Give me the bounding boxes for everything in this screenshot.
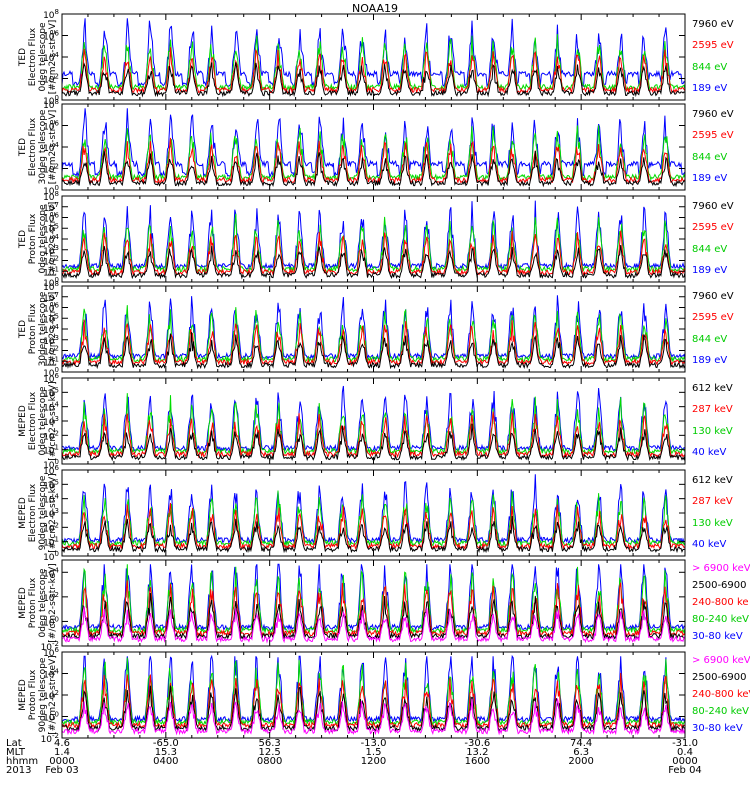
xaxis-date-0: Feb 03 — [45, 765, 79, 776]
xaxis-lat-4: -30.6 — [464, 738, 491, 749]
series-trace-5-0 — [61, 474, 686, 545]
xaxis-hhmm-5: 2000 — [568, 756, 594, 767]
legend-entry-2-1: 2595 eV — [692, 222, 734, 234]
legend-entry-1-1: 2595 eV — [692, 130, 734, 142]
series-trace-2-1 — [61, 213, 686, 274]
series-trace-4-2 — [61, 411, 686, 459]
legend-entry-4-1: 287 keV — [692, 404, 733, 416]
series-trace-0-3 — [61, 62, 686, 98]
series-trace-3-2 — [61, 319, 686, 367]
legend-entry-5-3: 40 keV — [692, 539, 727, 551]
legend-entry-6-1: 2500-6900 — [692, 579, 747, 591]
series-trace-0-1 — [61, 33, 686, 92]
legend-entry-4-3: 40 keV — [692, 447, 727, 459]
series-trace-3-0 — [61, 295, 686, 361]
legend-entry-4-0: 612 keV — [692, 382, 733, 394]
series-trace-1-0 — [61, 108, 686, 179]
panel-ylabel-0: TED Electron Flux 0deg telescope [#/cm2-… — [18, 19, 58, 95]
legend-entry-4-2: 130 keV — [692, 425, 733, 437]
legend-entry-2-0: 7960 eV — [692, 200, 734, 212]
legend-entry-3-2: 844 eV — [692, 333, 728, 345]
xaxis-hhmm-6: 0000 — [672, 756, 698, 767]
xaxis-lat-3: -13.0 — [360, 738, 387, 749]
series-trace-4-1 — [61, 393, 686, 456]
panel-ylabel-4: MEPED Electron Flux 0deg telescope [#/cm… — [18, 381, 58, 461]
legend-entry-1-2: 844 eV — [692, 151, 728, 163]
series-trace-4-3 — [61, 423, 686, 462]
xaxis-row-label-0: Lat — [6, 738, 22, 749]
xaxis-hhmm-4: 1600 — [464, 756, 491, 767]
xaxis-hhmm-1: 0400 — [153, 756, 179, 767]
legend-entry-6-0: > 6900 keV — [692, 562, 750, 574]
xaxis-hhmm-0: 0000 — [49, 756, 75, 767]
legend-entry-1-0: 7960 eV — [692, 108, 734, 120]
series-trace-6-0 — [61, 563, 686, 632]
legend-entry-0-1: 2595 eV — [692, 40, 734, 52]
xaxis-mlt-6: 0.4 — [677, 747, 693, 758]
legend-entry-3-1: 2595 eV — [692, 312, 734, 324]
xaxis-mlt-5: 6.3 — [573, 747, 590, 758]
xaxis-row-label-1: MLT — [6, 747, 25, 758]
series-trace-6-2 — [61, 580, 686, 638]
panel-ylabel-5: MEPED Electron Flux 90deg telescope [#/c… — [18, 473, 58, 553]
legend-entry-2-3: 189 eV — [692, 265, 728, 277]
legend-entry-6-4: 30-80 keV — [692, 631, 743, 643]
legend-entry-0-3: 189 eV — [692, 83, 728, 95]
legend-entry-7-1: 2500-6900 — [692, 671, 747, 683]
xaxis-date-6: Feb 04 — [668, 765, 702, 776]
legend-entry-1-3: 189 eV — [692, 173, 728, 185]
xaxis-lat-0: 4.6 — [54, 738, 70, 749]
series-trace-2-0 — [61, 200, 686, 271]
panel-ylabel-1: TED Electron Flux 30deg telescope [#/cm2… — [18, 109, 58, 185]
series-trace-0-0 — [61, 18, 686, 89]
xaxis-row-label-2: hhmm — [6, 756, 39, 767]
xaxis-lat-2: 56.3 — [258, 738, 281, 749]
legend-entry-3-3: 189 eV — [692, 355, 728, 367]
xaxis-mlt-4: 13.2 — [466, 747, 489, 758]
legend-entry-7-0: > 6900 keV — [692, 654, 750, 666]
legend-entry-0-0: 7960 eV — [692, 18, 734, 30]
xaxis-hhmm-2: 0800 — [256, 756, 283, 767]
legend-entry-6-3: 80-240 keV — [692, 614, 750, 626]
series-trace-5-3 — [61, 515, 686, 554]
xaxis-lat-5: 74.4 — [570, 738, 593, 749]
xaxis-mlt-0: 1.4 — [54, 747, 70, 758]
legend-entry-7-2: 240-800 keV — [692, 689, 750, 700]
panel-ylabel-3: TED Proton Flux 30deg telescope [#/cm2-s… — [18, 291, 58, 367]
xaxis-mlt-3: 1.5 — [365, 747, 382, 758]
legend-entry-5-2: 130 keV — [692, 517, 733, 529]
xaxis-mlt-2: 12.5 — [258, 747, 281, 758]
series-trace-6-1 — [61, 564, 686, 635]
xaxis-mlt-1: 15.3 — [154, 747, 177, 758]
legend-entry-0-2: 844 eV — [692, 61, 728, 73]
legend-entry-6-2: 240-800 ke — [692, 597, 749, 608]
series-trace-7-4 — [61, 698, 686, 736]
series-trace-1-3 — [61, 150, 686, 188]
series-trace-2-2 — [61, 230, 686, 277]
panel-ylabel-6: MEPED Proton Flux 0deg telescope [#/cm2-… — [18, 563, 58, 643]
legend-entry-7-4: 30-80 keV — [692, 723, 743, 735]
legend-entry-3-0: 7960 eV — [692, 290, 734, 302]
series-trace-7-1 — [61, 657, 686, 727]
legend-entry-7-3: 80-240 keV — [692, 706, 750, 718]
series-trace-3-3 — [61, 332, 686, 370]
series-trace-2-3 — [61, 244, 686, 280]
series-trace-1-1 — [61, 125, 686, 182]
xaxis-hhmm-3: 1200 — [360, 756, 387, 767]
chart-title: NOAA19 — [351, 2, 399, 15]
series-trace-6-4 — [61, 606, 686, 644]
xaxis-row-label-3: 2013 — [6, 765, 32, 776]
xaxis-lat-6: -31.0 — [672, 738, 698, 749]
panel-ylabel-2: TED Proton Flux 0deg telescope [#/cm2-s-… — [18, 201, 58, 277]
panel-ylabel-7: MEPED Proton Flux 90deg telescope [#/cm2… — [18, 655, 58, 735]
xaxis-lat-1: -65.0 — [152, 738, 179, 749]
legend-entry-2-2: 844 eV — [692, 243, 728, 255]
legend-entry-5-0: 612 keV — [692, 474, 733, 486]
series-trace-7-0 — [61, 654, 686, 724]
series-trace-4-0 — [61, 385, 686, 453]
legend-entry-5-1: 287 keV — [692, 496, 733, 508]
